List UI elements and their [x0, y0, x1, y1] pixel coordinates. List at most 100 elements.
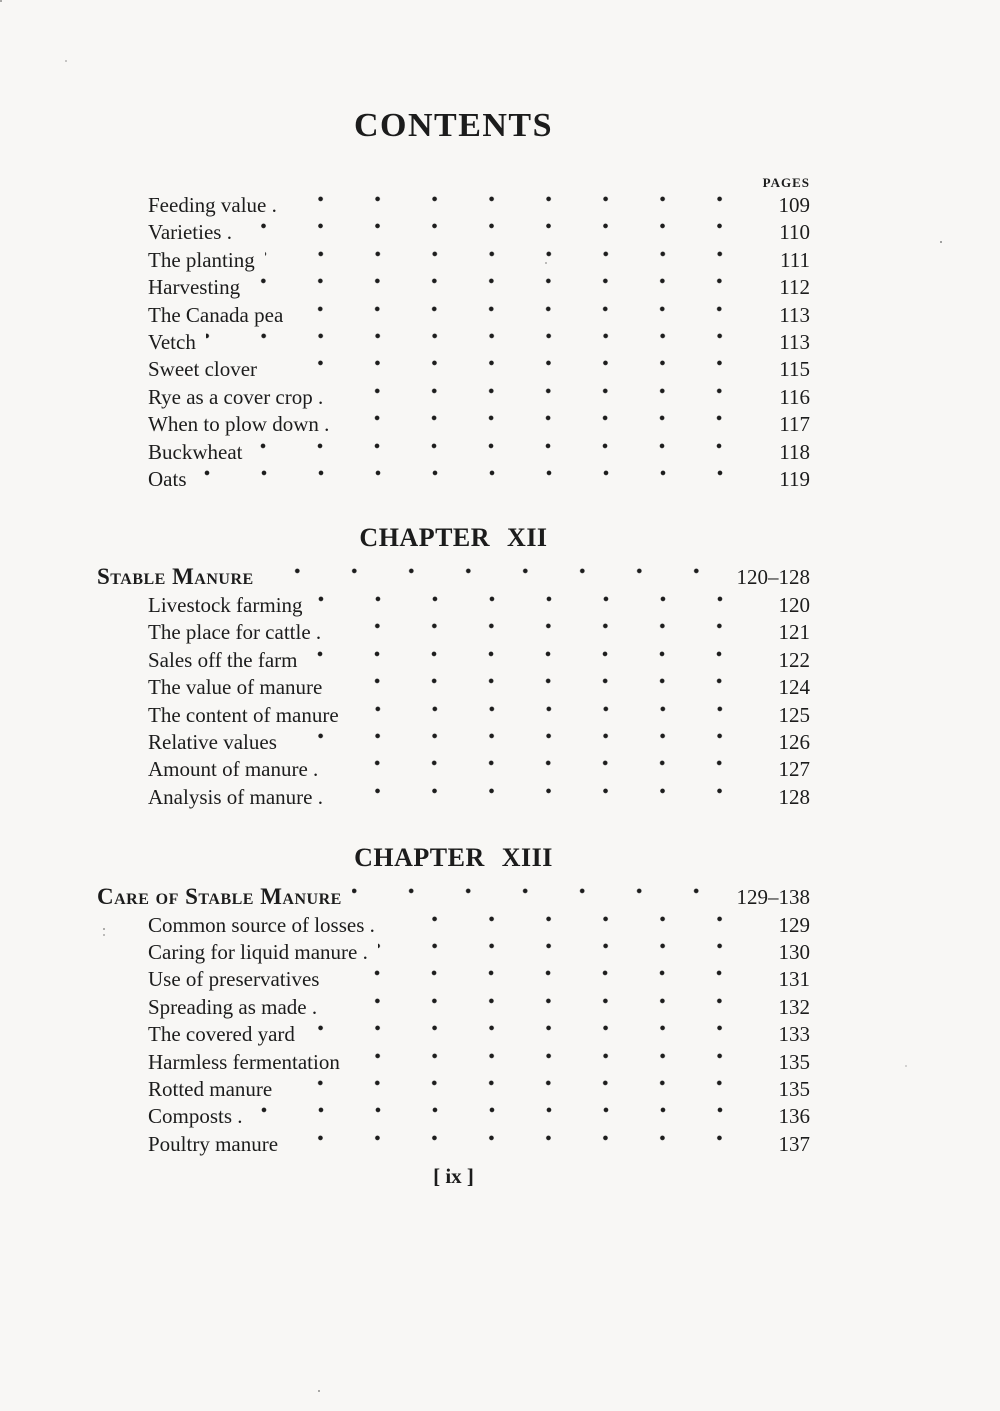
dot-leader — [384, 911, 752, 939]
toc-entry-page: 118 — [779, 439, 810, 464]
dot-leader — [332, 674, 752, 702]
toc-entry-page: 132 — [778, 994, 811, 1019]
dot-leader — [267, 356, 752, 384]
toc-entry: The content of manure 125 — [97, 701, 810, 729]
toc-entry: Analysis of manure . 128 — [97, 783, 811, 812]
toc-entry-page: 111 — [780, 247, 810, 272]
toc-entry: Feeding value . 109 — [97, 192, 810, 220]
dot-leader — [250, 274, 752, 302]
toc-entry-label: The place for cattle . — [148, 620, 322, 645]
toc-entry: Spreading as made . 132 — [97, 993, 811, 1022]
toc-entry: Harmless fermentation 135 — [97, 1048, 811, 1076]
pages-column-label: PAGES — [762, 175, 810, 190]
toc-entry-label: Common source of losses . — [148, 912, 375, 937]
toc-entry: The value of manure 124 — [97, 674, 811, 702]
toc-entry-page: 135 — [778, 1049, 811, 1074]
toc-entry: The place for cattle . 121 — [97, 619, 811, 647]
toc-entry: Sales off the farm 122 — [97, 646, 810, 675]
toc-entry-page: 113 — [779, 302, 810, 327]
toc-entry: Varieties . 110 — [97, 219, 810, 247]
dot-leader — [333, 383, 752, 412]
chapter-title-entry: Care of Stable Manure 129–138 — [97, 883, 811, 912]
dot-leader — [329, 966, 752, 994]
toc-entry-label: Sales off the farm — [148, 647, 298, 672]
toc-entry-page: 137 — [778, 1131, 811, 1156]
toc-entry: Vetch 113 — [97, 329, 810, 357]
dot-leader — [312, 591, 752, 620]
chapter-title-label: Care of Stable Manure — [97, 884, 342, 910]
toc-entry: Sweet clover 115 — [97, 356, 810, 384]
dot-leader — [288, 1130, 752, 1159]
toc-entry-label: The content of manure — [148, 702, 339, 727]
dot-leader — [351, 883, 729, 912]
toc-entry: Oats 119 — [97, 466, 810, 494]
toc-section-intro: Feeding value . 109 Varieties . 110 The pl… — [97, 192, 810, 494]
toc-entry-label: Poultry manure — [148, 1131, 279, 1156]
toc-entry-page: 112 — [779, 275, 810, 300]
toc-entry: Livestock farming 120 — [97, 591, 811, 620]
toc-entry-page: 116 — [779, 384, 810, 409]
toc-entry: Caring for liquid manure . 130 — [97, 938, 810, 967]
chapter-title-label: Stable Manure — [97, 564, 254, 590]
toc-entry-label: Buckwheat — [148, 439, 243, 464]
dot-leader — [293, 301, 752, 330]
toc-entry: The planting 111 — [97, 246, 810, 275]
toc-entry-page: 126 — [778, 729, 811, 754]
toc-entry-label: Spreading as made . — [148, 994, 318, 1019]
dot-leader — [196, 466, 752, 494]
toc-entry-page: 115 — [779, 357, 810, 382]
toc-entry-page: 121 — [778, 620, 811, 645]
toc-entry-label: Amount of manure . — [148, 757, 319, 782]
dot-leader — [252, 1103, 752, 1131]
toc-entry-label: Use of preservatives — [148, 967, 320, 992]
folio-page-number: [ ix ] — [433, 1164, 474, 1189]
dot-leader — [252, 438, 752, 467]
chapter-page-range: 120–128 — [736, 565, 811, 590]
toc-entry-label: Feeding value . — [148, 193, 277, 217]
toc-entry: Buckwheat 118 — [97, 438, 810, 467]
toc-entry-label: Livestock farming — [148, 592, 303, 617]
toc-entry-label: Oats — [148, 467, 187, 492]
dot-leader — [304, 1021, 752, 1049]
page-title: CONTENTS — [353, 107, 554, 144]
chapter-heading: CHAPTER XIII — [354, 843, 553, 873]
toc-entry-label: Harvesting — [148, 275, 241, 300]
toc-entry: Poultry manure 137 — [97, 1130, 811, 1159]
toc-entry-label: Caring for liquid manure . — [148, 939, 368, 964]
toc-entry-label: When to plow down . — [148, 412, 330, 437]
toc-entry-page: 136 — [778, 1104, 811, 1129]
toc-entry-page: 113 — [779, 330, 810, 355]
toc-entry-page: 129 — [778, 912, 811, 937]
toc-section-chapter-12: Stable Manure 120–128 Livestock farming 12… — [97, 563, 811, 812]
toc-entry-label: Rotted manure — [148, 1076, 273, 1101]
toc-entry: Harvesting 112 — [97, 274, 810, 302]
dot-leader — [327, 993, 752, 1022]
toc-entry-label: Vetch — [148, 330, 196, 355]
dot-leader — [328, 756, 752, 784]
toc-entry-page: 120 — [778, 592, 811, 617]
toc-entry: Rye as a cover crop . 116 — [97, 383, 810, 412]
chapter-title-entry: Stable Manure 120–128 — [97, 563, 811, 592]
dot-leader — [264, 246, 752, 275]
toc-entry-page: 124 — [778, 675, 811, 700]
toc-entry-label: Composts . — [148, 1104, 243, 1129]
dot-leader — [286, 728, 752, 757]
dot-leader — [307, 646, 752, 675]
toc-entry-page: 128 — [778, 784, 811, 809]
chapter-page-range: 129–138 — [736, 885, 811, 910]
dot-leader — [286, 192, 752, 220]
toc-entry-label: The Canada pea — [148, 302, 284, 327]
toc-entry-label: Harmless fermentation — [148, 1049, 340, 1074]
dot-leader — [263, 563, 729, 592]
toc-entry: Composts . 136 — [97, 1103, 811, 1131]
toc-entry-label: Analysis of manure . — [148, 784, 323, 809]
dot-leader — [348, 701, 752, 729]
dot-leader — [205, 329, 752, 357]
toc-entry-page: 110 — [779, 220, 810, 245]
toc-entry: The Canada pea 113 — [97, 301, 810, 330]
toc-entry-label: The covered yard — [148, 1022, 295, 1047]
toc-entry-label: The planting — [148, 247, 255, 272]
toc-entry-label: Varieties . — [148, 220, 232, 245]
dot-leader — [331, 619, 752, 647]
chapter-heading: CHAPTER XII — [359, 523, 548, 553]
